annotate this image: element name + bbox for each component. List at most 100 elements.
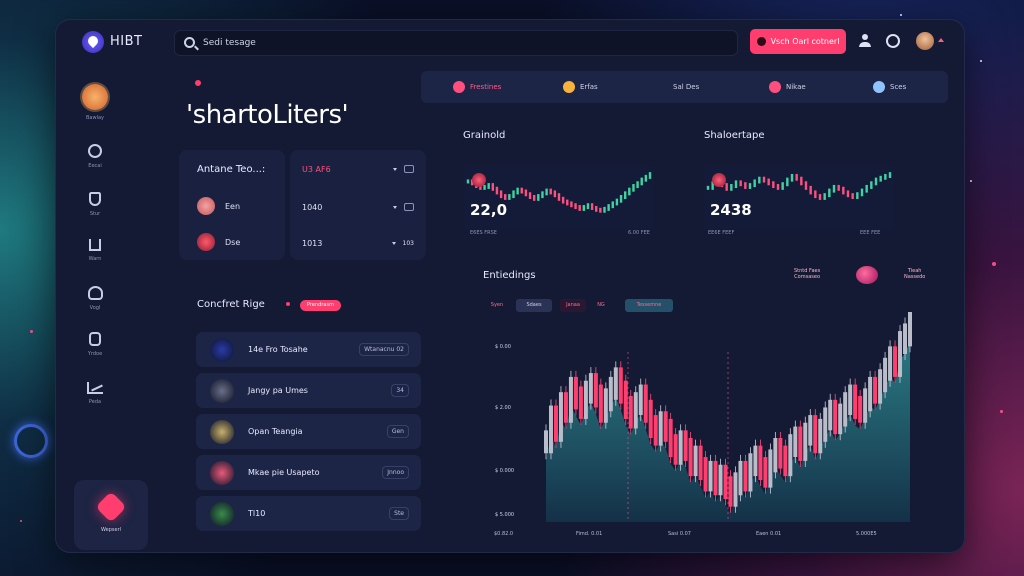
contract-tag[interactable]: Jnnoo [382,466,409,479]
contract-tag[interactable]: 34 [391,384,409,397]
user-icon[interactable] [858,34,872,48]
chart-filter-1[interactable]: Sdaes [516,299,552,312]
mini-candle [856,192,859,199]
price-row[interactable]: 1040 [302,198,414,216]
mini-candle [623,191,627,199]
candle-bar [683,430,688,461]
mini-candle [734,180,738,189]
mini-candle [739,180,742,187]
sidebar-item-5[interactable]: Yrdoe [56,332,134,357]
square-icon [89,239,101,251]
asset-row[interactable]: Dse [197,232,240,252]
candle-bar [848,384,853,416]
mini-candle [628,187,631,196]
candle-bar [658,411,663,446]
contract-item[interactable]: Tl10 Ste [196,496,421,531]
chevron-up-icon[interactable] [938,38,944,42]
contract-tag[interactable]: Gen [386,425,409,438]
mini-chart-2[interactable]: 2438 [704,165,894,229]
candle-bar [673,434,678,465]
candle-bar [544,430,548,454]
toggle-control[interactable] [404,203,414,211]
sidebar-item-3[interactable]: Warn [56,239,134,262]
tab-label: Frestines [470,83,502,91]
candle-bar [863,388,868,423]
candle-bar [773,438,778,473]
tab-0[interactable]: Frestines [453,79,501,95]
search-input[interactable] [203,35,703,51]
contract-item[interactable]: 14e Fro Tosahe Wtanacnu 02 [196,332,421,367]
main-candlestick-chart[interactable] [488,312,916,522]
mini-candle [706,185,710,190]
candle-bar [618,367,623,404]
mini-candle [888,172,892,178]
mini-candle [615,198,619,206]
chart-filter-3[interactable]: NG [597,302,605,308]
contract-item[interactable]: Jangy pa Umes 34 [196,373,421,408]
contract-item[interactable]: Opan Teangia Gen [196,414,421,449]
user-avatar[interactable] [916,32,934,50]
candle-bar [803,422,808,461]
candle-bar [758,445,763,480]
mini-candle [809,185,812,195]
wallet-button[interactable]: Wepserl [74,480,148,550]
dropdown-icon[interactable] [393,167,397,171]
sidebar: Bawlay Eecai Stur Warn Vogl Yrdoe Peda [56,64,148,552]
chart-legend-item[interactable]: Stntd Faes Comsaseo [794,268,821,280]
sidebar-item-6[interactable]: Peda [56,382,134,405]
dropdown-icon[interactable] [391,241,396,245]
mini-candle [491,183,495,191]
mini-candle [767,178,770,186]
sidebar-item-2[interactable]: Stur [56,192,134,217]
asset-row[interactable]: Een [197,196,240,216]
sidebar-item-4[interactable]: Vogl [56,286,134,311]
price-row[interactable]: U3 AF6 [302,160,414,178]
tab-3[interactable]: Nikae [769,79,806,95]
candle-bar [628,396,633,429]
candle-bar [558,392,563,442]
sidebar-item-profile[interactable]: Bawlay [56,84,134,121]
candle-bar [723,464,728,500]
candle-bar [893,346,898,377]
mini-candle [865,184,868,193]
wallet-label: Wepserl [100,527,122,533]
contract-name: Opan Teangia [248,427,303,436]
contract-avatar [210,378,234,403]
tab-4[interactable]: Sces [873,79,906,95]
mini-candle [818,194,822,200]
contract-tag[interactable]: Wtanacnu 02 [359,343,409,356]
asset-card: Antane Teo...: Een Dse [179,150,285,260]
profile-avatar [82,84,108,110]
clock-icon[interactable] [886,34,900,48]
x-axis-label: Eaen 0.01 [756,531,782,537]
contracts-title: Concfret Rige [197,299,265,310]
search-bar[interactable] [174,30,738,56]
chart-filter-0[interactable]: Syen [490,302,504,308]
p-icon [89,332,101,346]
chart-legend-item[interactable]: Tieah Nassedo [904,268,926,280]
contract-tag[interactable]: Ste [389,507,409,520]
toggle-control[interactable] [404,165,414,173]
mini-candle [499,190,503,199]
tab-2[interactable]: Sal Des [673,79,699,95]
mini-candle [561,196,565,204]
dropdown-icon[interactable] [393,205,397,209]
mini-chart-1[interactable]: 22,0 [464,165,654,229]
contract-name: 14e Fro Tosahe [248,345,308,354]
primary-action-button[interactable]: Vsch Oarl cotnerl [750,29,846,54]
chart-filter-4[interactable]: Tessemne [625,299,673,312]
mini-candle [599,207,602,213]
candle-bar [868,376,873,412]
tab-1[interactable]: Erfas [563,79,598,95]
sidebar-item-1[interactable]: Eecai [56,144,134,169]
contract-item[interactable]: Mkae pie Usapeto Jnnoo [196,455,421,490]
price-row[interactable]: 1013 103 [302,234,414,252]
contract-name: Jangy pa Umes [248,386,308,395]
mini-candle [528,192,532,199]
mini-candle [753,179,756,188]
mini-candle [758,176,761,184]
chart-filter-2[interactable]: Janaa [560,299,586,312]
tab-icon [453,81,465,93]
mini-candle [823,193,826,200]
contracts-badge[interactable]: Prendrasm [300,300,341,311]
